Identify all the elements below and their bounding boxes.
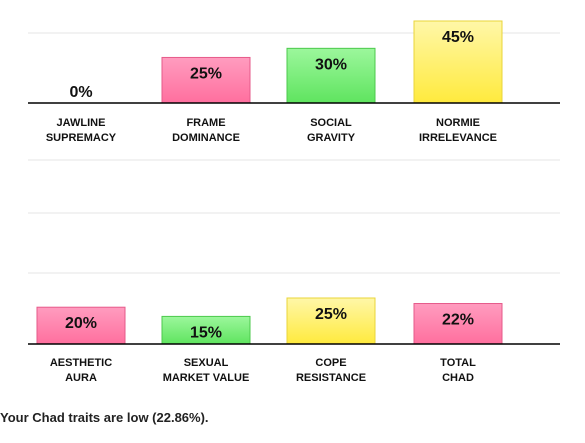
data-label: 20%	[65, 315, 97, 332]
bar	[286, 47, 376, 104]
bar-charts: 0% JAWLINE SUPREMACY 25% FRAME DOMINANCE 30% SO…	[28, 20, 560, 384]
data-label: 25%	[190, 65, 222, 82]
summary-text: Your Chad traits are low (22.86%).	[0, 410, 209, 425]
category-label: SEXUAL	[184, 357, 229, 369]
category-label: TOTAL	[440, 357, 476, 369]
category-label: JAWLINE	[57, 117, 106, 129]
data-label: 45%	[442, 29, 474, 46]
category-label: SUPREMACY	[46, 132, 117, 144]
category-label: IRRELEVANCE	[419, 132, 497, 144]
data-label: 22%	[442, 312, 474, 329]
data-label: 0%	[69, 84, 92, 101]
category-label: CHAD	[442, 372, 474, 384]
data-label: 25%	[315, 306, 347, 323]
bar	[286, 297, 376, 345]
bar	[413, 20, 503, 104]
category-label: NORMIE	[436, 117, 480, 129]
bar	[161, 56, 251, 104]
category-label: RESISTANCE	[296, 372, 366, 384]
category-label: COPE	[315, 357, 346, 369]
category-label: FRAME	[186, 117, 225, 129]
bar	[413, 303, 503, 345]
data-label: 15%	[190, 324, 222, 341]
category-label: SOCIAL	[310, 117, 352, 129]
bar	[36, 306, 126, 345]
category-label: GRAVITY	[307, 132, 356, 144]
category-label: AURA	[65, 372, 97, 384]
data-label: 30%	[315, 56, 347, 73]
category-label: MARKET VALUE	[163, 372, 250, 384]
category-label: DOMINANCE	[172, 132, 240, 144]
category-label: AESTHETIC	[50, 357, 112, 369]
bar	[161, 315, 251, 345]
